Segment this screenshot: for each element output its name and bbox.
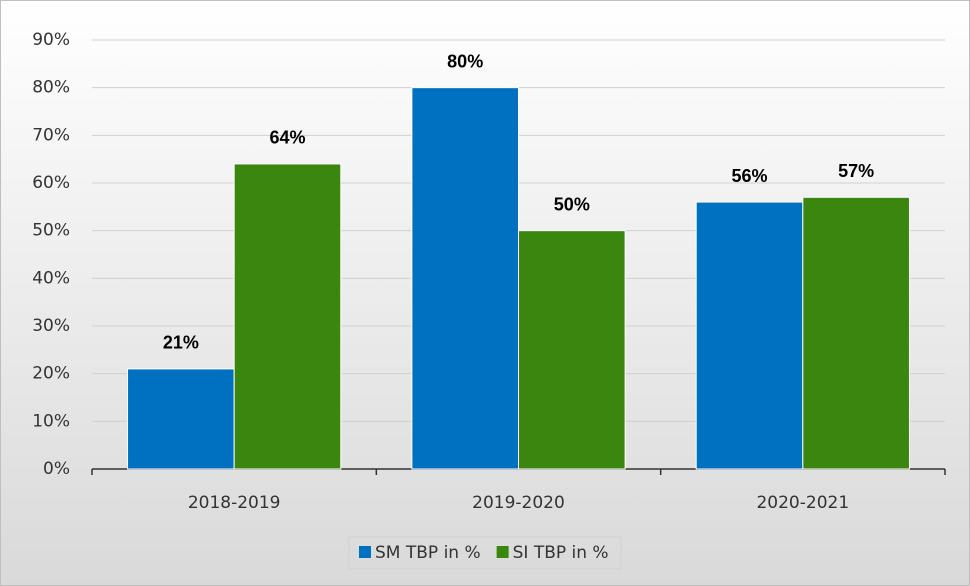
bar [233, 163, 342, 470]
value-label: 57% [838, 161, 874, 181]
value-label: 80% [447, 51, 483, 71]
x-tick-label: 2019-2020 [472, 493, 565, 513]
y-tick-label: 80% [32, 78, 70, 98]
value-label: 56% [732, 166, 768, 186]
y-tick-label: 0% [43, 459, 70, 479]
bar [127, 368, 235, 470]
bar [411, 87, 519, 470]
x-tick-label: 2020-2021 [756, 493, 849, 513]
y-tick-label: 40% [32, 268, 70, 288]
y-tick-label: 30% [32, 316, 70, 336]
bar [802, 196, 910, 470]
legend-label: SI TBP in % [513, 543, 609, 563]
bar [518, 230, 626, 470]
y-tick-label: 60% [32, 173, 70, 193]
legend-swatch [359, 546, 371, 558]
y-tick-label: 50% [32, 221, 70, 241]
legend-swatch [496, 546, 509, 558]
y-tick-label: 90% [32, 30, 70, 50]
y-tick-label: 20% [32, 364, 70, 384]
bar [695, 201, 804, 470]
y-tick-label: 10% [32, 411, 70, 431]
value-label: 64% [269, 128, 305, 148]
value-label: 21% [163, 333, 199, 353]
y-tick-label: 70% [32, 125, 70, 145]
legend-box [348, 536, 622, 570]
legend-label: SM TBP in % [375, 543, 481, 563]
x-tick-label: 2018-2019 [188, 493, 281, 513]
value-label: 50% [554, 194, 590, 214]
